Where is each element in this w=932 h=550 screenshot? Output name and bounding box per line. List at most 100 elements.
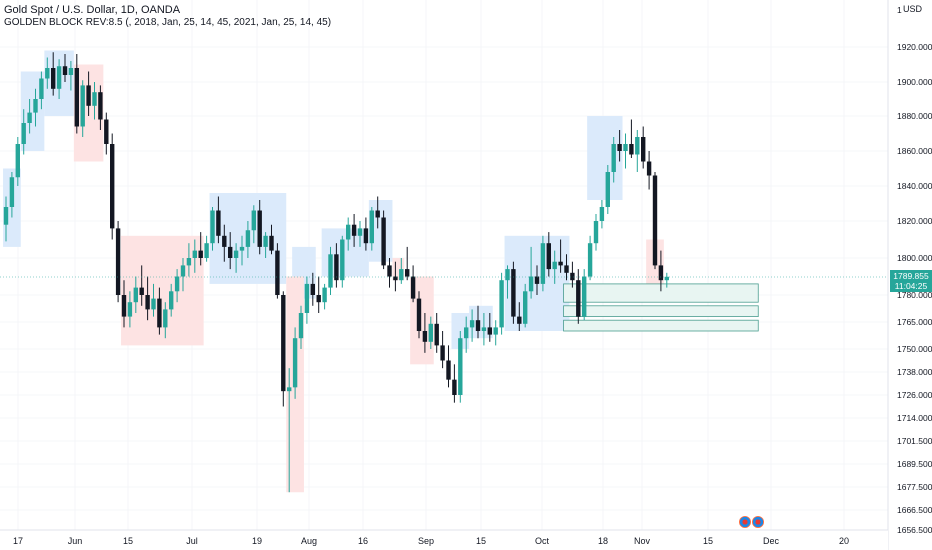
candle-body	[464, 327, 469, 339]
candle-body	[552, 261, 557, 270]
candle-body	[369, 210, 374, 244]
candle-body	[641, 137, 646, 162]
candle-body	[357, 228, 363, 236]
price-axis-labels: 1920.000 1900.000 1880.000 1860.000 1840.000…	[897, 5, 932, 535]
candle-body	[499, 280, 504, 328]
candle-body	[517, 316, 522, 324]
candle-body	[269, 235, 274, 251]
candle-body	[98, 92, 103, 120]
time-tick-label: 20	[839, 536, 849, 546]
candle-body	[334, 254, 339, 281]
candle-body	[558, 261, 563, 266]
candle-body	[322, 287, 327, 303]
candle-body	[45, 68, 50, 79]
green-zone	[563, 319, 759, 332]
price-tick-label: 1726.000	[897, 390, 932, 400]
time-tick-label: Oct	[535, 536, 550, 546]
candle-body	[263, 235, 268, 247]
candle-body	[104, 119, 109, 144]
candle-body	[115, 228, 121, 295]
candle-body	[410, 276, 416, 299]
time-tick-label: Dec	[763, 536, 780, 546]
candle-body	[169, 291, 174, 310]
candle-body	[629, 144, 634, 155]
price-tick-label: 1701.500	[897, 436, 932, 446]
symbol-title[interactable]: Gold Spot / U.S. Dollar, 1D, OANDA	[4, 4, 181, 16]
us-flag-icon[interactable]	[752, 516, 764, 528]
price-tick-label: 1765.000	[897, 317, 932, 327]
time-tick-label: 19	[252, 536, 262, 546]
time-tick-label: 18	[598, 536, 608, 546]
candle-body	[434, 323, 439, 346]
candle-body	[593, 221, 599, 244]
candle-body	[3, 207, 9, 225]
price-tick-label: 1820.000	[897, 216, 932, 226]
candle-body	[393, 276, 398, 281]
candle-body	[39, 78, 44, 99]
candle-body	[458, 338, 463, 395]
candle-body	[298, 313, 304, 339]
candle-body	[180, 265, 186, 277]
candle-body	[416, 298, 422, 331]
candle-body	[186, 258, 192, 266]
candle-body	[428, 323, 433, 342]
candle-body	[611, 144, 616, 172]
candle-body	[605, 172, 610, 207]
candle-body	[405, 269, 410, 277]
candle-body	[110, 144, 115, 229]
candle-body	[222, 235, 227, 247]
candle-body	[239, 246, 245, 251]
time-tick-label: Jun	[68, 536, 83, 546]
candle-body	[587, 243, 593, 277]
candle-body	[635, 137, 640, 155]
time-axis[interactable]	[0, 530, 888, 550]
candle-body	[210, 210, 215, 244]
green-zone	[563, 305, 759, 317]
time-tick-label: 15	[123, 536, 133, 546]
candle-body	[658, 265, 664, 281]
economic-events[interactable]	[739, 515, 765, 533]
blue-zone	[20, 71, 45, 151]
candle-body	[523, 291, 528, 324]
price-tick-label: 1750.000	[897, 344, 932, 354]
candle-body	[62, 66, 68, 75]
price-tick-label: 1800.000	[897, 253, 932, 263]
time-tick-label: 15	[703, 536, 713, 546]
candle-body	[92, 92, 97, 106]
candle-body	[245, 230, 251, 247]
candle-body	[174, 276, 180, 292]
candle-body	[540, 243, 546, 284]
time-tick-label: Jul	[186, 536, 198, 546]
red-zone	[121, 235, 204, 346]
candle-body	[316, 295, 321, 303]
candle-body	[505, 269, 510, 281]
red-zone	[410, 276, 434, 365]
candle-body	[127, 302, 133, 317]
price-tick-label: 1900.000	[897, 77, 932, 87]
candle-body	[617, 144, 622, 151]
candle-body	[511, 269, 516, 317]
price-tick-label: 1920.000	[897, 42, 932, 52]
candle-body	[346, 224, 351, 240]
candle-body	[310, 283, 315, 295]
candle-body	[652, 175, 658, 266]
candle-body	[469, 320, 475, 328]
price-tick-label: 1880.000	[897, 111, 932, 121]
candle-body	[475, 320, 481, 331]
candle-body	[86, 85, 91, 106]
currency-label[interactable]: USD	[902, 4, 924, 14]
price-tick-label: 1677.500	[897, 482, 932, 492]
candle-body	[74, 68, 79, 127]
candle-body	[576, 280, 581, 317]
candle-body	[9, 177, 15, 207]
candle-body	[157, 298, 162, 328]
candle-body	[440, 345, 445, 361]
candle-body	[139, 287, 144, 295]
candle-body	[564, 265, 569, 273]
candle-body	[192, 250, 197, 258]
indicator-legend[interactable]: GOLDEN BLOCK REV:8.5 (, 2018, Jan, 25, 1…	[4, 17, 332, 28]
price-tick-label: 1656.500	[897, 525, 932, 535]
us-flag-icon[interactable]	[739, 516, 751, 528]
candle-body	[422, 331, 428, 342]
